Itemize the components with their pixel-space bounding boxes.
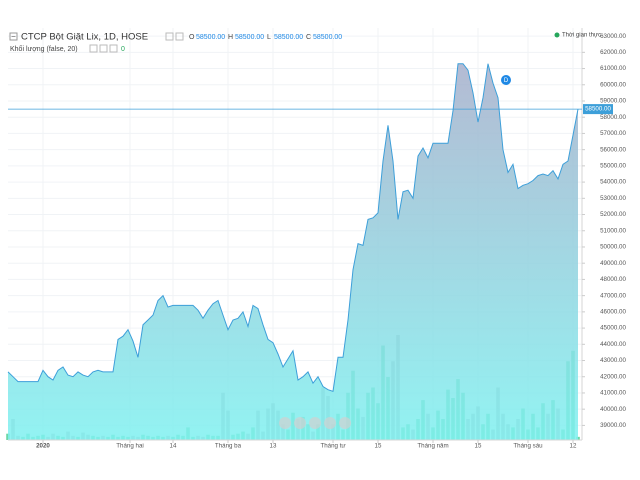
y-tick-label: 39000.00 <box>600 422 626 429</box>
y-tick-label: 59000.00 <box>600 98 626 105</box>
x-tick-label: 15 <box>375 443 382 450</box>
y-tick-label: 54000.00 <box>600 179 626 186</box>
y-tick-label: 40000.00 <box>600 406 626 413</box>
reset-button[interactable] <box>339 417 351 429</box>
x-tick-label: 2020 <box>36 443 50 450</box>
header: O 58500.00 H 58500.00 L 58500.00 C 58500.00 <box>189 34 342 41</box>
y-tick-label: 48000.00 <box>600 276 626 283</box>
zoom-controls <box>279 417 351 429</box>
y-tick-label: 57000.00 <box>600 130 626 137</box>
volume-bar <box>6 433 10 440</box>
x-tick-label: 12 <box>570 443 577 450</box>
x-tick-label: Tháng sáu <box>513 443 543 450</box>
y-tick-label: 53000.00 <box>600 195 626 202</box>
ohlc-key: L <box>267 34 271 41</box>
zoom-out-button[interactable] <box>279 417 291 429</box>
ohlc-value: 58500.00 <box>196 34 225 41</box>
x-tick-label: Tháng ba <box>215 443 242 450</box>
plot <box>6 63 580 440</box>
y-tick-label: 41000.00 <box>600 390 626 397</box>
y-tick-label: 46000.00 <box>600 308 626 315</box>
volume-legend: Khối lượng (false, 20) <box>10 44 78 53</box>
y-tick-label: 61000.00 <box>600 65 626 72</box>
scroll-right-button[interactable] <box>324 417 336 429</box>
y-tick-label: 52000.00 <box>600 211 626 218</box>
dividend-marker[interactable] <box>501 75 511 85</box>
y-tick-label: 63000.00 <box>600 33 626 40</box>
collapse-icon[interactable] <box>9 32 18 41</box>
realtime-label: Thời gian thực <box>562 33 601 39</box>
realtime-dot <box>554 32 560 38</box>
zoom-in-button[interactable] <box>294 417 306 429</box>
x-tick-label: Tháng tư <box>320 443 345 450</box>
dividend-marker-label: D <box>504 78 509 84</box>
y-tick-label: 55000.00 <box>600 163 626 170</box>
y-tick-label: 62000.00 <box>600 49 626 56</box>
ohlc-key: O <box>189 34 195 41</box>
series-eye-button[interactable] <box>165 32 174 41</box>
ohlc-key: H <box>228 34 233 41</box>
y-tick-label: 56000.00 <box>600 146 626 153</box>
x-tick-label: 14 <box>170 443 177 450</box>
price-label: 58500.00 <box>585 106 611 113</box>
ohlc-key: C <box>306 34 311 41</box>
price-area <box>8 63 578 440</box>
y-tick-label: 47000.00 <box>600 292 626 299</box>
y-tick-label: 45000.00 <box>600 325 626 332</box>
y-tick-label: 44000.00 <box>600 341 626 348</box>
series-settings-button[interactable] <box>175 32 184 41</box>
price-label-box <box>583 104 613 115</box>
y-tick-label: 50000.00 <box>600 244 626 251</box>
y-tick-label: 58000.00 <box>600 114 626 121</box>
scroll-left-button[interactable] <box>309 417 321 429</box>
y-tick-label: 51000.00 <box>600 227 626 234</box>
symbol-title: CTCP Bột Giặt Lix, 1D, HOSE <box>21 32 148 43</box>
y-tick-label: 43000.00 <box>600 357 626 364</box>
volume-settings-button[interactable] <box>99 44 108 53</box>
y-tick-label: 60000.00 <box>600 81 626 88</box>
y-tick-label: 49000.00 <box>600 260 626 267</box>
x-tick-label: 13 <box>270 443 277 450</box>
volume-eye-button[interactable] <box>89 44 98 53</box>
axes: 39000.00 40000.00 41000.00 42000.00 43000.00… <box>8 33 626 450</box>
x-tick-label: Tháng năm <box>417 443 448 450</box>
ohlc-value: 58500.00 <box>274 34 303 41</box>
ohlc-value: 58500.00 <box>313 34 342 41</box>
price-line <box>7 63 579 392</box>
x-tick-label: 15 <box>475 443 482 450</box>
x-tick-label: Tháng hai <box>116 443 144 450</box>
volume-legend-value: 0 <box>121 46 125 53</box>
y-tick-label: 42000.00 <box>600 373 626 380</box>
ohlc-value: 58500.00 <box>235 34 264 41</box>
volume-close-button[interactable] <box>109 44 118 53</box>
